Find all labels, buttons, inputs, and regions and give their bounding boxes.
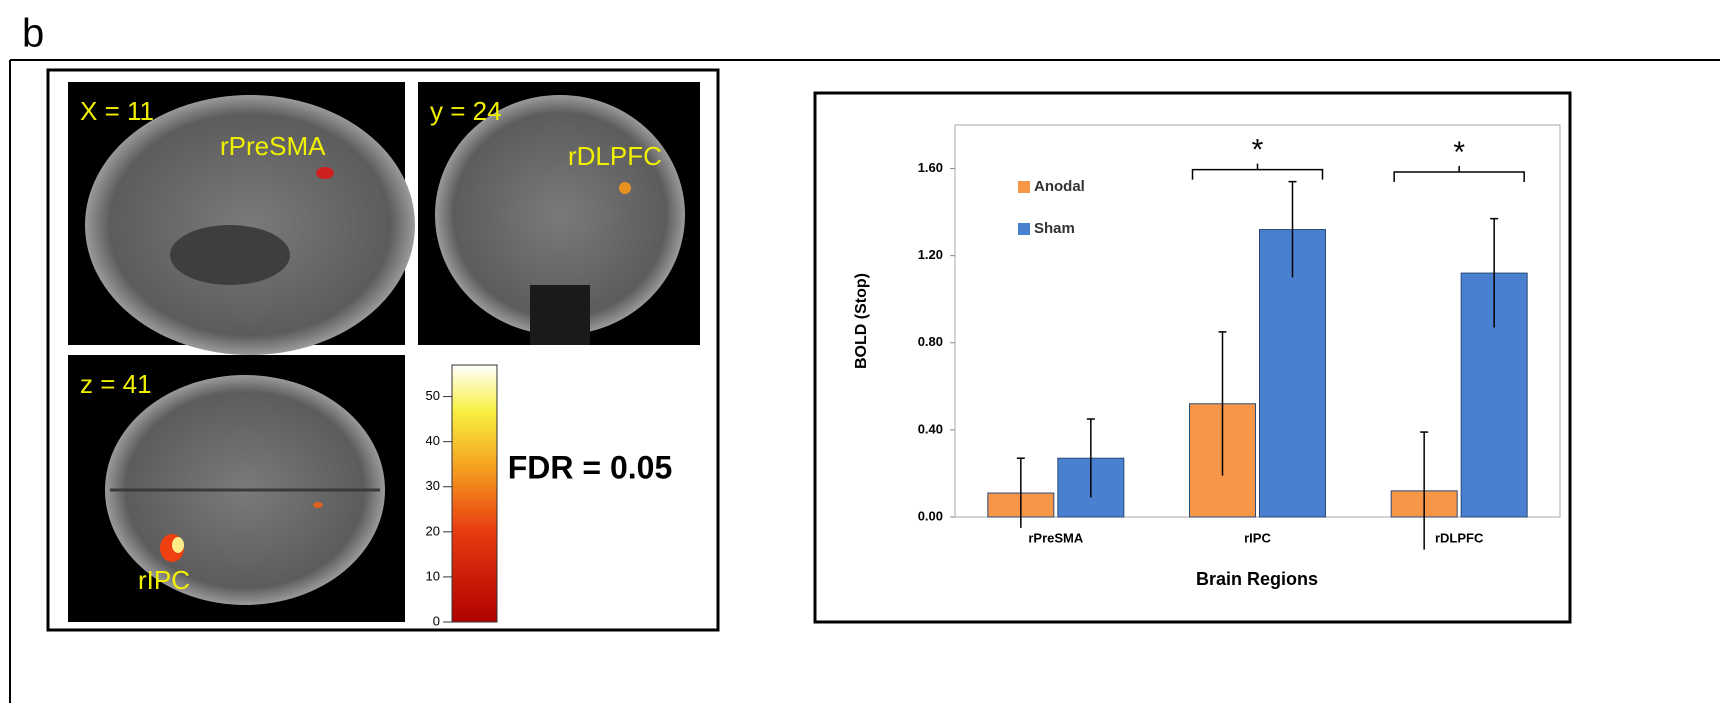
y-tick-label: 1.20 bbox=[918, 247, 943, 262]
colorbar-tick-label: 10 bbox=[426, 568, 440, 583]
significance-mark: * bbox=[1252, 134, 1264, 167]
page: b X = 11 rPreSMA y = 24 rDLPFC z = 41 rI… bbox=[0, 0, 1720, 703]
view-label: X = 11 bbox=[80, 96, 154, 126]
view-label: y = 24 bbox=[430, 96, 502, 126]
y-tick-label: 0.40 bbox=[918, 421, 943, 436]
colorbar-tick-label: 50 bbox=[426, 388, 440, 403]
colorbar-tick-label: 0 bbox=[433, 613, 440, 628]
legend-swatch bbox=[1018, 223, 1030, 235]
x-tick-label: rIPC bbox=[1244, 530, 1271, 545]
region-label: rDLPFC bbox=[568, 141, 662, 171]
threshold-label: FDR = 0.05 bbox=[508, 449, 673, 485]
figure: b X = 11 rPreSMA y = 24 rDLPFC z = 41 rI… bbox=[0, 0, 1720, 703]
significance-mark: * bbox=[1453, 136, 1465, 169]
colorbar-tick-label: 20 bbox=[426, 523, 440, 538]
y-axis-title: BOLD (Stop) bbox=[853, 273, 870, 369]
legend-label: Anodal bbox=[1034, 178, 1085, 195]
y-tick-label: 0.80 bbox=[918, 334, 943, 349]
x-tick-label: rDLPFC bbox=[1435, 530, 1484, 545]
region-label: rPreSMA bbox=[220, 131, 326, 161]
colorbar-tick-label: 30 bbox=[426, 478, 440, 493]
y-tick-label: 0.00 bbox=[918, 508, 943, 523]
region-label: rIPC bbox=[138, 565, 190, 595]
colorbar-tick-label: 40 bbox=[426, 433, 440, 448]
view-label: z = 41 bbox=[80, 369, 152, 399]
x-axis-title: Brain Regions bbox=[1196, 569, 1318, 589]
legend-swatch bbox=[1018, 181, 1030, 193]
panel-label: b bbox=[22, 12, 44, 56]
legend-label: Sham bbox=[1034, 220, 1075, 237]
colorbar bbox=[452, 365, 497, 622]
x-tick-label: rPreSMA bbox=[1028, 530, 1084, 545]
y-tick-label: 1.60 bbox=[918, 160, 943, 175]
